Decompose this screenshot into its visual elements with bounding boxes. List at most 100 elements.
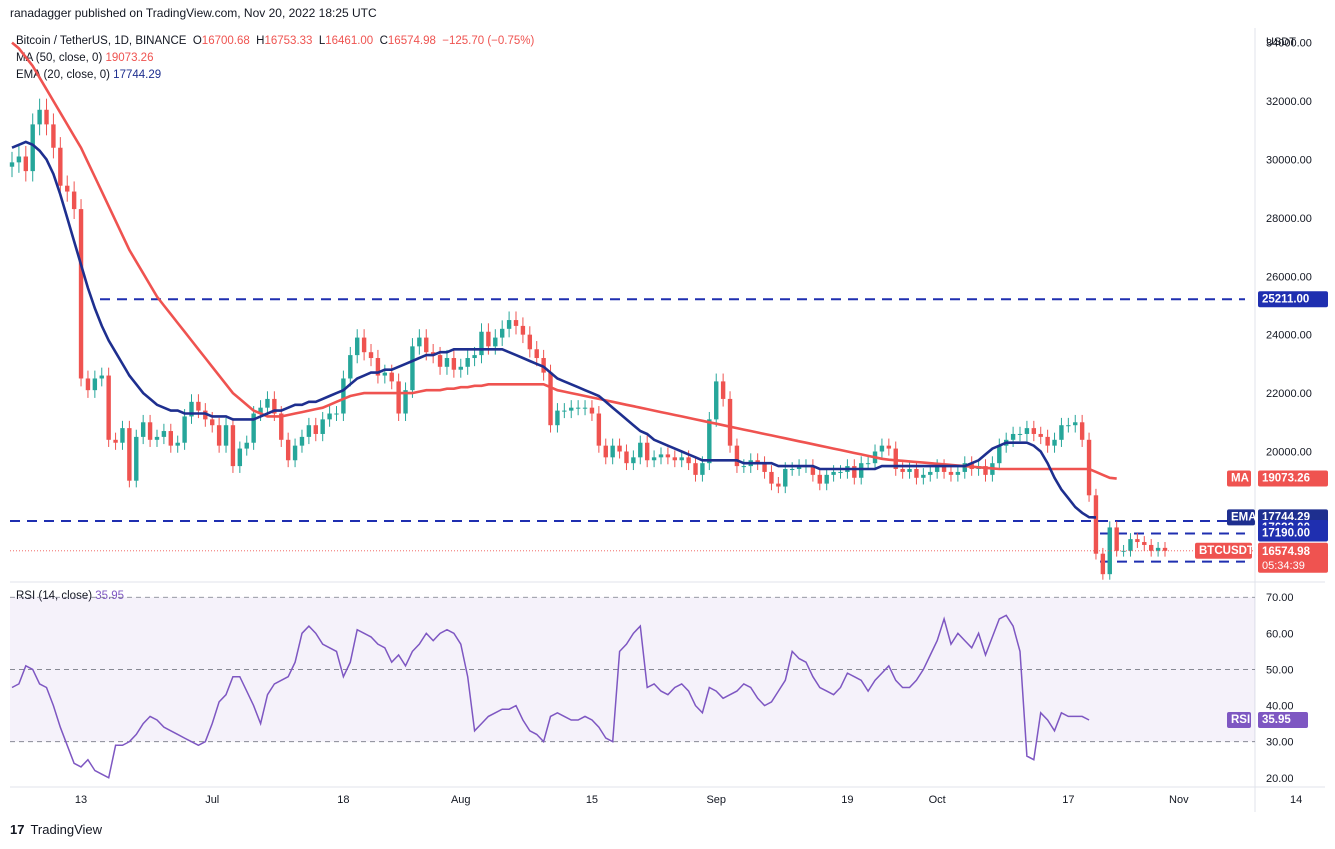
candle-body: [1079, 422, 1085, 440]
candle-body: [78, 209, 84, 379]
change-value: −125.70 (−0.75%): [442, 35, 535, 47]
price-tick-label: 22000.00: [1266, 388, 1312, 400]
candle-body: [1045, 436, 1050, 446]
candle-body: [85, 378, 91, 391]
candle-body: [299, 436, 305, 446]
candle-body: [983, 466, 988, 475]
time-tick-label: 15: [586, 794, 598, 806]
candle-body: [769, 471, 774, 484]
footer: 17 TradingView: [10, 822, 102, 837]
time-tick-label: 18: [337, 794, 349, 806]
candle-body: [928, 471, 933, 475]
candle-body: [499, 328, 505, 338]
price-tick-label: 32000.00: [1266, 96, 1312, 108]
level-25211-label: 25211.00: [1262, 293, 1309, 305]
candle-body: [1155, 547, 1161, 551]
candle-body: [30, 124, 35, 172]
candle-body: [789, 469, 795, 471]
candle-body: [348, 355, 353, 379]
candle-body: [361, 337, 367, 353]
candle-body: [417, 337, 422, 347]
rsi-legend-label: RSI (14, close): [16, 590, 93, 602]
candle-body: [265, 398, 270, 408]
candle-body: [907, 469, 912, 472]
candle-body: [382, 372, 388, 376]
candle-body: [741, 466, 747, 468]
candle-body: [638, 442, 643, 458]
candle-body: [859, 463, 864, 478]
symbol-title[interactable]: Bitcoin / TetherUS, 1D, BINANCE: [16, 35, 187, 47]
candle-body: [852, 466, 857, 478]
candle-body: [762, 463, 767, 472]
candle-body: [776, 483, 781, 487]
low-value: 16461.00: [325, 35, 374, 47]
rsi-tick-label: 30.00: [1266, 737, 1294, 749]
candle-body: [651, 457, 657, 461]
candle-body: [631, 457, 636, 464]
candle-body: [1017, 433, 1023, 435]
candle-body: [1052, 439, 1057, 446]
rsi-axis-value: 35.95: [1262, 714, 1291, 726]
candle-body: [51, 124, 56, 148]
ma-legend-value: 19073.26: [105, 52, 154, 64]
candle-body: [921, 474, 926, 478]
candle-body: [175, 442, 180, 446]
close-value: 16574.98: [387, 35, 436, 47]
candle-body: [783, 469, 788, 487]
candle-body: [16, 156, 22, 163]
high-value: 16753.33: [264, 35, 313, 47]
candle-body: [375, 358, 381, 376]
ma-legend[interactable]: MA (50, close, 0) 19073.26: [16, 52, 153, 64]
ma-axis-value: 19073.26: [1262, 473, 1310, 485]
candle-body: [562, 410, 567, 412]
candle-body: [1093, 495, 1099, 554]
candle-body: [555, 410, 560, 426]
candle-body: [824, 474, 829, 484]
candle-body: [251, 413, 256, 443]
rsi-tick-label: 50.00: [1266, 664, 1294, 676]
ma-legend-label: MA (50, close, 0): [16, 52, 103, 64]
candle-body: [1073, 422, 1078, 426]
candles: [9, 98, 1168, 580]
currency-label: USDT: [1266, 36, 1296, 48]
candle-body: [410, 346, 415, 391]
candle-body: [203, 410, 208, 420]
candle-body: [714, 381, 719, 420]
ema-legend-value: 17744.29: [113, 69, 162, 81]
candle-body: [140, 422, 146, 437]
time-tick-label: Jul: [205, 794, 219, 806]
candle-body: [679, 457, 684, 461]
rsi-legend[interactable]: RSI (14, close) 35.95: [16, 590, 124, 602]
candle-body: [189, 401, 194, 417]
ema-axis-name: EMA: [1231, 511, 1257, 523]
candle-body: [569, 407, 574, 411]
rsi-line: [11, 614, 1090, 779]
ma-axis-name-bg: [1227, 470, 1251, 487]
candle-body: [99, 375, 104, 379]
candle-body: [120, 428, 125, 443]
rsi-axis-name: RSI: [1231, 714, 1250, 726]
candle-body: [1086, 439, 1092, 496]
symbol-axis-name: BTCUSDT: [1199, 545, 1254, 557]
ohlc-values: O16700.68 H16753.33 L16461.00 C16574.98 …: [192, 35, 535, 47]
level-25211-label-bg: [1258, 291, 1328, 308]
candle-body: [513, 320, 519, 326]
candle-body: [665, 454, 671, 458]
price-tick-label: 34000.00: [1266, 38, 1312, 50]
candle-body: [196, 401, 201, 411]
candle-body: [596, 413, 602, 446]
price-tick-label: 24000.00: [1266, 330, 1312, 342]
candle-body: [727, 398, 733, 446]
candle-body: [700, 463, 705, 475]
candle-body: [424, 337, 429, 353]
candle-body: [486, 331, 491, 347]
tradingview-logo-icon: 17: [10, 822, 25, 837]
price-tick-label: 30000.00: [1266, 154, 1312, 166]
rsi-axis-value-bg: [1258, 712, 1308, 728]
time-tick-label: Nov: [1169, 794, 1189, 806]
candle-body: [589, 407, 595, 414]
candle-body: [1100, 553, 1106, 575]
time-tick-label: 14: [1290, 794, 1302, 806]
symbol-axis-name-bg: [1195, 542, 1252, 559]
